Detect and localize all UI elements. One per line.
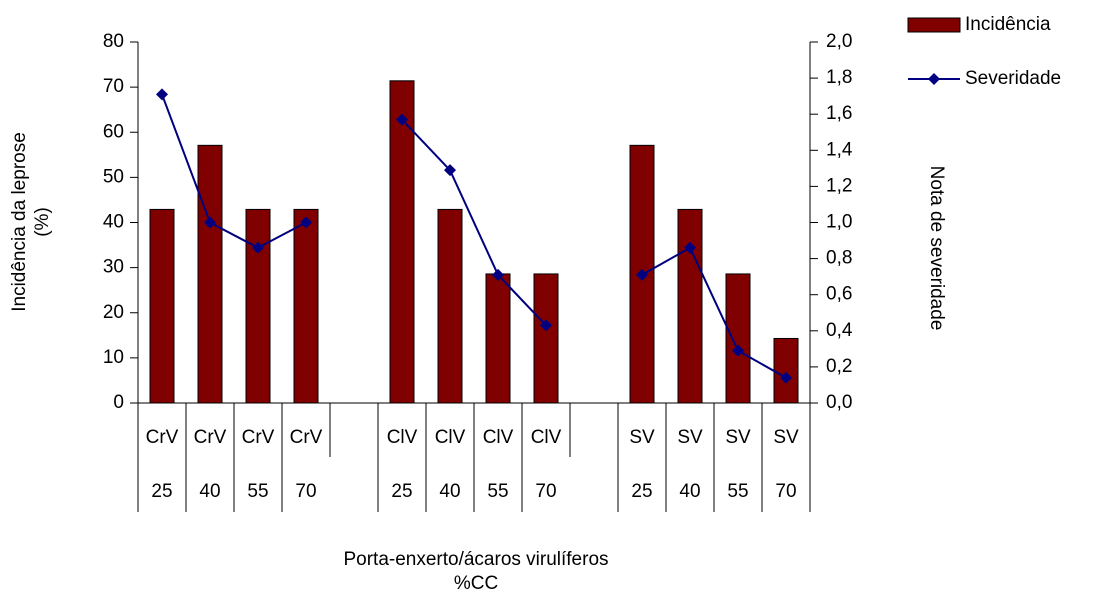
y2-tick-label: 1,0 [826, 212, 852, 233]
y-axis-title: Incidência da leprose [9, 132, 30, 312]
x-subtick-label: 25 [391, 481, 412, 502]
legend-swatch [907, 17, 961, 33]
line-marker [636, 268, 648, 281]
y-tick-label: 10 [103, 347, 124, 368]
line-marker [444, 164, 456, 177]
y2-tick-label: 1,8 [826, 67, 852, 88]
x-subtick-label: 40 [679, 481, 700, 502]
legend-swatch [928, 73, 940, 85]
x-tick-label: ClV [531, 427, 562, 448]
legend-label: Incidência [965, 14, 1051, 35]
bar [149, 208, 175, 404]
x-tick-label: ClV [387, 427, 418, 448]
x-subtick-label: 40 [439, 481, 460, 502]
bar [677, 208, 703, 404]
x-subtick-label: 70 [295, 481, 316, 502]
y2-tick-label: 0,6 [826, 284, 852, 305]
x-tick-label: ClV [483, 427, 514, 448]
line-marker [492, 268, 504, 281]
y-tick-label: 50 [103, 166, 124, 187]
x-tick-label: CrV [242, 427, 275, 448]
bar [533, 273, 559, 404]
x-subtick-label: 55 [727, 481, 748, 502]
y-tick-label: 40 [103, 212, 124, 233]
y-tick-label: 20 [103, 302, 124, 323]
y2-axis-title: Nota de severidade [926, 166, 947, 331]
x-subtick-label: 40 [199, 481, 220, 502]
x-tick-label: SV [725, 427, 751, 448]
bar [437, 208, 463, 404]
y2-tick-label: 0,4 [826, 320, 853, 341]
y2-tick-label: 1,2 [826, 175, 852, 196]
bar [197, 144, 223, 404]
y2-tick-label: 0,8 [826, 248, 852, 269]
legend-label: Severidade [965, 68, 1061, 89]
x-tick-label: CrV [194, 427, 227, 448]
x-tick-label: CrV [290, 427, 323, 448]
x-tick-label: SV [773, 427, 799, 448]
bar [245, 208, 271, 404]
line-marker [540, 319, 552, 332]
y-tick-label: 30 [103, 257, 124, 278]
y-tick-label: 0 [113, 392, 124, 413]
bar [389, 80, 415, 404]
x-subtick-label: 25 [151, 481, 172, 502]
y2-tick-label: 0,0 [826, 392, 852, 413]
x-tick-label: SV [629, 427, 655, 448]
y-tick-label: 60 [103, 121, 124, 142]
x-tick-label: SV [677, 427, 703, 448]
bar [773, 337, 799, 404]
x-tick-label: CrV [146, 427, 179, 448]
y-axis-title: (%) [32, 207, 53, 237]
line-marker [204, 216, 216, 229]
y2-tick-label: 2,0 [826, 31, 852, 52]
line-marker [684, 241, 696, 254]
bar [293, 208, 319, 404]
x-subtick-label: 25 [631, 481, 652, 502]
line-marker [156, 88, 168, 101]
y2-tick-label: 1,6 [826, 103, 852, 124]
bar [725, 273, 751, 404]
x-axis-title: Porta-enxerto/ácaros virulíferos [343, 549, 608, 570]
line-marker [780, 371, 792, 384]
y-tick-label: 70 [103, 76, 124, 97]
x-axis-title: %CC [454, 573, 498, 594]
line-marker [300, 216, 312, 229]
x-tick-label: ClV [435, 427, 466, 448]
y2-tick-label: 1,4 [826, 139, 853, 160]
y-tick-label: 80 [103, 31, 124, 52]
line-marker [252, 241, 264, 254]
x-subtick-label: 55 [487, 481, 508, 502]
bar [485, 273, 511, 404]
line-marker [396, 113, 408, 126]
line-marker [732, 344, 744, 357]
x-subtick-label: 55 [247, 481, 268, 502]
x-subtick-label: 70 [775, 481, 796, 502]
y2-tick-label: 0,2 [826, 356, 852, 377]
line [161, 93, 787, 379]
x-subtick-label: 70 [535, 481, 556, 502]
